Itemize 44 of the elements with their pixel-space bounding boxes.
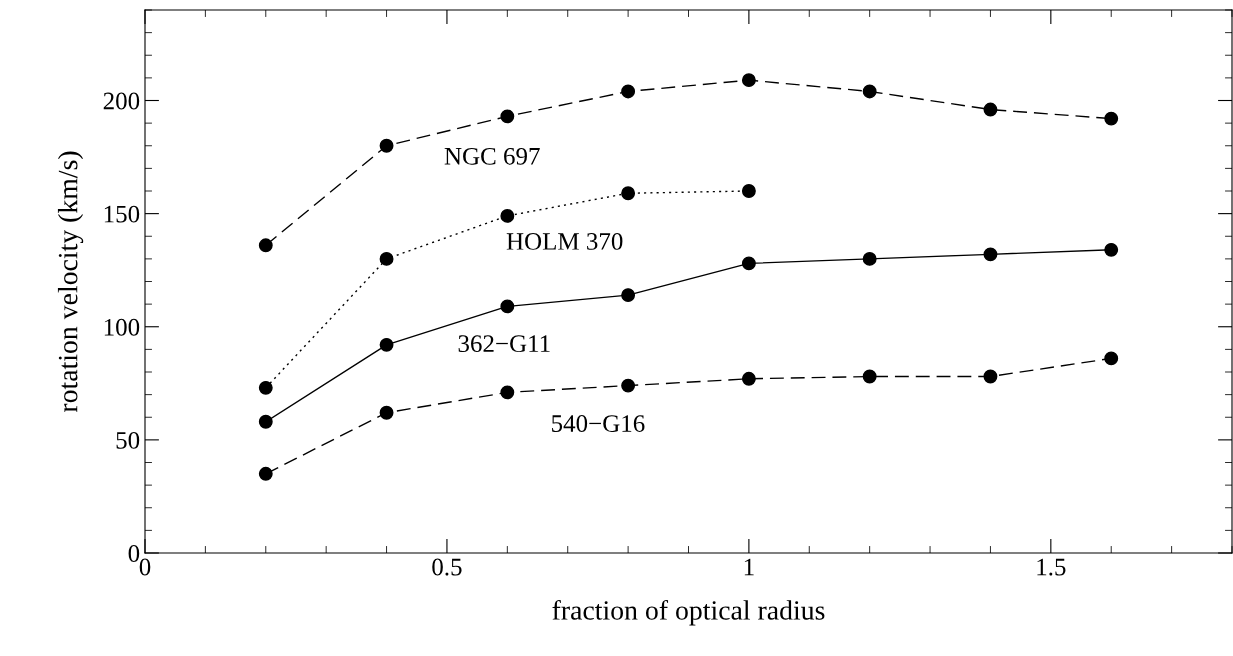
point <box>379 337 394 352</box>
point <box>621 84 636 99</box>
point <box>500 208 515 223</box>
point <box>621 186 636 201</box>
point <box>741 371 756 386</box>
point <box>983 247 998 262</box>
point <box>1104 111 1119 126</box>
point <box>621 288 636 303</box>
y-tick-label: 200 <box>103 92 140 110</box>
point <box>379 251 394 266</box>
x-tick-label: 1 <box>744 558 754 576</box>
point <box>379 138 394 153</box>
point <box>1104 242 1119 257</box>
point <box>500 385 515 400</box>
point <box>621 378 636 393</box>
x-tick-label: 0 <box>139 558 151 576</box>
series-label: 540−G16 <box>552 415 645 432</box>
y-tick-label: 150 <box>104 205 140 223</box>
series-label: HOLM 370 <box>506 232 623 250</box>
point <box>1104 351 1119 366</box>
y-axis-title: rotation velocity (km/s) <box>57 151 84 413</box>
point <box>258 414 273 429</box>
point <box>741 184 756 198</box>
point <box>983 369 998 384</box>
point <box>258 466 273 481</box>
y-tick-label: 0 <box>128 545 140 562</box>
point <box>500 109 515 124</box>
x-axis-title: fraction of optical radius <box>552 599 825 626</box>
point <box>258 380 273 395</box>
point <box>862 369 877 384</box>
series-label: 362−G11 <box>458 335 550 353</box>
y-tick-label: 100 <box>104 318 140 336</box>
point <box>741 73 756 88</box>
point <box>379 405 394 420</box>
point <box>258 238 273 253</box>
series-label: NGC 697 <box>444 147 540 165</box>
x-tick-label: 1.5 <box>1037 558 1066 576</box>
y-tick-label: 50 <box>116 431 140 449</box>
point <box>983 102 998 117</box>
point <box>500 299 515 314</box>
x-tick-label: 0.5 <box>432 558 462 576</box>
point <box>741 256 756 271</box>
point <box>862 251 877 266</box>
point <box>862 84 877 99</box>
